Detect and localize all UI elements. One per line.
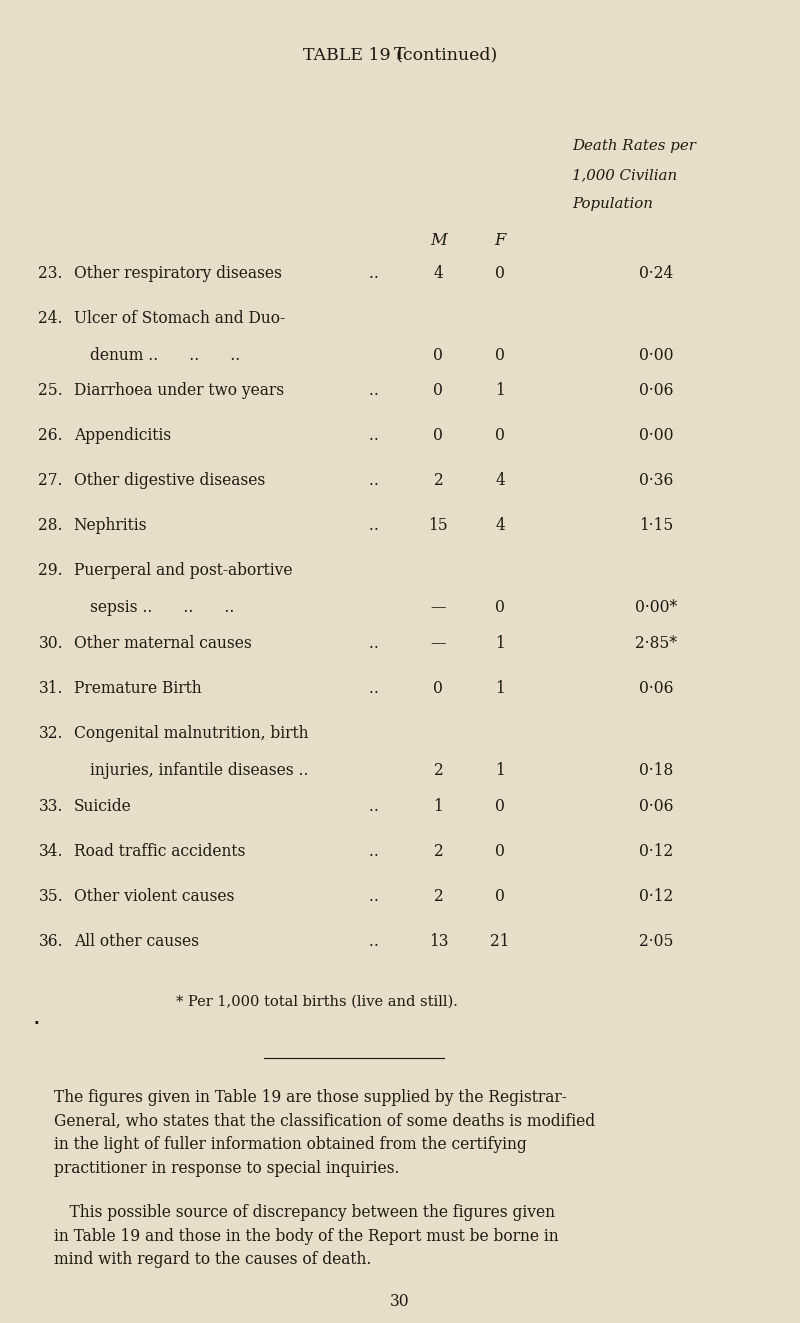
Text: 0·06: 0·06 — [638, 680, 674, 697]
Text: 0·00: 0·00 — [638, 347, 674, 364]
Text: 0: 0 — [495, 427, 505, 445]
Text: 36.: 36. — [38, 933, 63, 950]
Text: 0: 0 — [495, 888, 505, 905]
Text: TABLE 19 (continued): TABLE 19 (continued) — [303, 46, 497, 64]
Text: 27.: 27. — [38, 472, 63, 490]
Text: 25.: 25. — [38, 382, 63, 400]
Text: 26.: 26. — [38, 427, 63, 445]
Text: Other respiratory diseases: Other respiratory diseases — [74, 265, 282, 282]
Text: 2: 2 — [434, 472, 443, 490]
Text: 0·12: 0·12 — [639, 843, 673, 860]
Text: Road traffic accidents: Road traffic accidents — [74, 843, 245, 860]
Text: 13: 13 — [429, 933, 448, 950]
Text: 15: 15 — [429, 517, 448, 534]
Text: Suicide: Suicide — [74, 798, 131, 815]
Text: 0·00*: 0·00* — [635, 599, 677, 617]
Text: 35.: 35. — [38, 888, 63, 905]
Text: Puerperal and post-abortive: Puerperal and post-abortive — [74, 562, 292, 579]
Text: ..: .. — [364, 427, 379, 445]
Text: 0: 0 — [495, 798, 505, 815]
Text: 1: 1 — [495, 762, 505, 779]
Text: 30.: 30. — [38, 635, 63, 652]
Text: Appendicitis: Appendicitis — [74, 427, 170, 445]
Text: Death Rates per: Death Rates per — [572, 139, 696, 153]
Text: F: F — [494, 232, 506, 249]
Text: sepsis ..  ..  ..: sepsis .. .. .. — [90, 599, 234, 617]
Text: ..: .. — [364, 888, 379, 905]
Text: * Per 1,000 total births (live and still).: * Per 1,000 total births (live and still… — [176, 995, 458, 1009]
Text: 0·12: 0·12 — [639, 888, 673, 905]
Text: 0: 0 — [434, 347, 443, 364]
Text: 0·06: 0·06 — [638, 382, 674, 400]
Text: 32.: 32. — [38, 725, 63, 742]
Text: 0: 0 — [434, 680, 443, 697]
Text: 2·05: 2·05 — [638, 933, 674, 950]
Text: 1: 1 — [495, 680, 505, 697]
Text: 30: 30 — [390, 1293, 410, 1310]
Text: 2: 2 — [434, 888, 443, 905]
Text: Other digestive diseases: Other digestive diseases — [74, 472, 265, 490]
Text: 0·36: 0·36 — [639, 472, 673, 490]
Text: Congenital malnutrition, birth: Congenital malnutrition, birth — [74, 725, 308, 742]
Text: Other maternal causes: Other maternal causes — [74, 635, 251, 652]
Text: 0: 0 — [434, 382, 443, 400]
Text: 4: 4 — [434, 265, 443, 282]
Text: ..: .. — [364, 680, 379, 697]
Text: 1: 1 — [495, 382, 505, 400]
Text: ..: .. — [364, 933, 379, 950]
Text: 23.: 23. — [38, 265, 63, 282]
Text: 21: 21 — [490, 933, 510, 950]
Text: 1,000 Civilian: 1,000 Civilian — [572, 168, 677, 183]
Text: —: — — [430, 635, 446, 652]
Text: Population: Population — [572, 197, 653, 212]
Text: 33.: 33. — [38, 798, 63, 815]
Text: ..: .. — [364, 843, 379, 860]
Text: 2·85*: 2·85* — [635, 635, 677, 652]
Text: 29.: 29. — [38, 562, 63, 579]
Text: 1: 1 — [434, 798, 443, 815]
Text: 2: 2 — [434, 843, 443, 860]
Text: 0·18: 0·18 — [639, 762, 673, 779]
Text: Other violent causes: Other violent causes — [74, 888, 234, 905]
Text: denum ..  ..  ..: denum .. .. .. — [90, 347, 241, 364]
Text: 31.: 31. — [38, 680, 63, 697]
Text: T: T — [394, 46, 406, 64]
Text: 2: 2 — [434, 762, 443, 779]
Text: 34.: 34. — [38, 843, 63, 860]
Text: This possible source of discrepancy between the figures given
in Table 19 and th: This possible source of discrepancy betw… — [54, 1204, 559, 1269]
Text: 0: 0 — [495, 265, 505, 282]
Text: ..: .. — [364, 635, 379, 652]
Text: 0: 0 — [495, 599, 505, 617]
Text: Premature Birth: Premature Birth — [74, 680, 202, 697]
Text: Diarrhoea under two years: Diarrhoea under two years — [74, 382, 284, 400]
Text: 0·00: 0·00 — [638, 427, 674, 445]
Text: M: M — [430, 232, 446, 249]
Text: ..: .. — [364, 517, 379, 534]
Text: 0: 0 — [434, 427, 443, 445]
Text: Nephritis: Nephritis — [74, 517, 147, 534]
Text: 0: 0 — [495, 347, 505, 364]
Text: 0: 0 — [495, 843, 505, 860]
Text: ..: .. — [364, 472, 379, 490]
Text: 1: 1 — [495, 635, 505, 652]
Text: All other causes: All other causes — [74, 933, 198, 950]
Text: The figures given in Table 19 are those supplied by the Registrar-
General, who : The figures given in Table 19 are those … — [54, 1089, 595, 1177]
Text: 4: 4 — [495, 472, 505, 490]
Text: 28.: 28. — [38, 517, 63, 534]
Text: 4: 4 — [495, 517, 505, 534]
Text: ▪: ▪ — [34, 1019, 38, 1024]
Text: injuries, infantile diseases ..: injuries, infantile diseases .. — [90, 762, 309, 779]
Text: —: — — [430, 599, 446, 617]
Text: ..: .. — [364, 798, 379, 815]
Text: 0·24: 0·24 — [639, 265, 673, 282]
Text: 24.: 24. — [38, 310, 63, 327]
Text: ..: .. — [364, 265, 379, 282]
Text: 0·06: 0·06 — [638, 798, 674, 815]
Text: Ulcer of Stomach and Duo-: Ulcer of Stomach and Duo- — [74, 310, 285, 327]
Text: ..: .. — [364, 382, 379, 400]
Text: 1·15: 1·15 — [639, 517, 673, 534]
